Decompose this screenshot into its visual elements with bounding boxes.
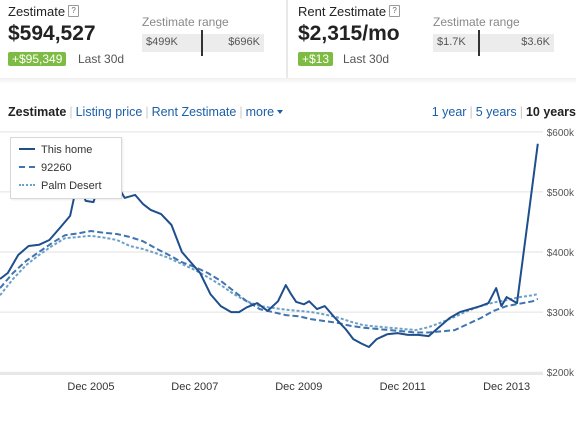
tab-separator: | — [69, 105, 73, 119]
y-tick-label: $400k — [547, 248, 575, 259]
zestimate-history-chart: $600k $500k $400k $300k $200k Dec 2005 Dec 200… — [0, 128, 575, 393]
rent-help-icon[interactable]: ? — [389, 5, 401, 17]
legend-swatch-zip — [19, 166, 35, 168]
tab-separator: | — [145, 105, 149, 119]
zestimate-range-marker — [201, 30, 203, 56]
y-tick-label: $500k — [547, 188, 575, 199]
rent-title: Rent Zestimate — [298, 4, 387, 19]
legend-this-home: This home — [19, 144, 92, 156]
tab-separator: | — [239, 105, 243, 119]
legend-label-city: Palm Desert — [41, 180, 102, 192]
tab-rent-zestimate[interactable]: Rent Zestimate — [151, 105, 237, 119]
zestimate-title: Zestimate — [8, 4, 66, 19]
rent-range-bar: $1.7K $3.6K — [433, 30, 554, 56]
range-10-years[interactable]: 10 years — [525, 105, 576, 119]
rent-range-marker — [478, 30, 480, 56]
rent-range-low: $1.7K — [437, 36, 466, 48]
rent-range-high: $3.6K — [521, 36, 550, 48]
chevron-down-icon — [277, 110, 284, 114]
series-line-palm-desert — [0, 234, 539, 332]
tab-zestimate[interactable]: Zestimate — [8, 105, 67, 119]
zestimate-help-icon[interactable]: ? — [68, 5, 80, 17]
x-tick-label: Dec 2011 — [380, 381, 426, 393]
x-tick-label: Dec 2005 — [67, 381, 114, 393]
range-separator: | — [469, 105, 473, 119]
zestimate-panel: Zestimate? $594,527 +$95,349 Last 30d Ze… — [0, 0, 284, 78]
panel-divider — [286, 0, 288, 78]
zestimate-value: $594,527 — [8, 22, 96, 45]
x-tick-label: Dec 2013 — [483, 381, 530, 393]
zestimate-title-row: Zestimate? — [8, 4, 80, 19]
legend-label-zip: 92260 — [41, 162, 72, 174]
legend-swatch-this-home — [19, 148, 35, 150]
range-1-year[interactable]: 1 year — [431, 105, 467, 119]
legend-swatch-city — [19, 184, 35, 186]
rent-change-period: Last 30d — [343, 52, 390, 66]
series-line-this-home — [0, 143, 539, 348]
chart-tabs: Zestimate | Listing price | Rent Zestimate | m… — [8, 105, 284, 119]
range-5-years[interactable]: 5 years — [475, 105, 517, 119]
legend-zip: 92260 — [19, 162, 72, 174]
tab-more[interactable]: more — [245, 105, 284, 119]
tab-more-label: more — [245, 105, 275, 119]
header-shadow — [0, 78, 576, 84]
rent-change-badge: +$13 — [298, 52, 334, 66]
time-range-selector: 1 year | 5 years | 10 years — [432, 105, 576, 119]
zestimate-change-period: Last 30d — [78, 52, 125, 66]
series-line-92260 — [0, 230, 539, 334]
chart-legend: This home 92260 Palm Desert — [10, 137, 122, 199]
range-separator: | — [519, 105, 523, 119]
x-tick-label: Dec 2009 — [275, 381, 322, 393]
tab-listing-price[interactable]: Listing price — [75, 105, 143, 119]
rent-value: $2,315/mo — [298, 22, 400, 45]
legend-city: Palm Desert — [19, 180, 102, 192]
rent-title-row: Rent Zestimate? — [298, 4, 401, 19]
y-tick-label: $600k — [547, 128, 575, 139]
zestimate-range-low: $499K — [146, 36, 178, 48]
zestimate-range-high: $696K — [228, 36, 260, 48]
zestimate-range-title: Zestimate range — [142, 15, 229, 29]
y-tick-label: $300k — [547, 308, 575, 319]
x-tick-label: Dec 2007 — [171, 381, 218, 393]
rent-range-title: Zestimate range — [433, 15, 520, 29]
y-tick-label: $200k — [547, 368, 575, 379]
rent-zestimate-panel: Rent Zestimate? $2,315/mo +$13 Last 30d … — [290, 0, 576, 78]
legend-label-this-home: This home — [41, 144, 93, 156]
zestimate-change-badge: +$95,349 — [8, 52, 67, 66]
zestimate-range-bar: $499K $696K — [142, 30, 264, 56]
